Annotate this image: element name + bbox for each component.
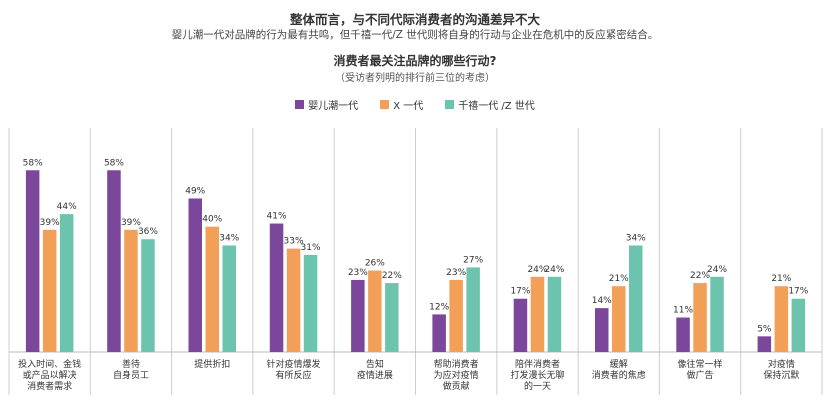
data-label: 22% xyxy=(382,271,402,281)
chart-note: （受访者列明的排行前三位的考虑） xyxy=(335,73,495,84)
data-label: 24% xyxy=(527,265,547,275)
data-label: 21% xyxy=(771,274,791,284)
bar xyxy=(59,214,74,352)
category-label: 帮助消费者 xyxy=(434,358,479,370)
category-label: 疫情进展 xyxy=(357,369,393,381)
category-label: 保持沉默 xyxy=(763,369,799,381)
legend-label: X 一代 xyxy=(393,101,424,112)
category-label: 善待 xyxy=(122,358,140,370)
data-label: 33% xyxy=(284,237,304,247)
category-label: 像往常一样 xyxy=(678,358,723,370)
data-label: 26% xyxy=(365,259,385,269)
legend-item-boomers: 婴儿潮一代 xyxy=(295,97,358,112)
category-label: 做广告 xyxy=(687,369,714,381)
bar xyxy=(466,267,480,352)
legend-item-millennials-gen-z: 千禧一代 /Z 世代 xyxy=(445,97,535,112)
data-label: 21% xyxy=(609,274,629,284)
chart-subtitle: 婴儿潮一代对品牌的行为最有共鸣，但千禧一代/Z 世代则将自身的行动与企业在危机中… xyxy=(171,29,659,41)
data-label: 24% xyxy=(707,265,727,275)
category-label: 或产品以解决 xyxy=(23,369,77,381)
bar xyxy=(303,254,318,352)
data-label: 22% xyxy=(690,271,710,281)
category-label: 提供折扣 xyxy=(194,358,230,370)
bar xyxy=(513,298,528,352)
bar xyxy=(710,276,724,352)
category-label: 对疫情 xyxy=(768,358,795,370)
bar xyxy=(595,308,609,352)
category-label: 投入时间、金钱 xyxy=(18,358,81,370)
data-label: 58% xyxy=(104,158,124,168)
category-label: 陪伴消费者 xyxy=(515,358,560,370)
bar xyxy=(791,298,806,352)
bar xyxy=(188,198,202,352)
category-label: 缓解 xyxy=(610,358,628,370)
data-label: 36% xyxy=(138,227,158,237)
bar xyxy=(629,245,643,352)
bar xyxy=(774,286,789,352)
category-label: 针对疫情爆发 xyxy=(267,358,321,370)
data-label: 17% xyxy=(510,287,530,297)
data-label: 23% xyxy=(446,268,466,278)
legend-swatch xyxy=(380,100,390,109)
bar xyxy=(385,283,399,352)
legend-item-gen-x: X 一代 xyxy=(380,97,423,112)
data-label: 44% xyxy=(57,202,77,212)
chart-title: 整体而言，与不同代际消费者的沟通差异不大 xyxy=(289,12,540,27)
category-label: 告知 xyxy=(366,358,384,370)
bar xyxy=(757,336,772,352)
bar xyxy=(205,226,219,352)
bar xyxy=(449,279,463,352)
data-label: 58% xyxy=(23,158,43,168)
data-label: 39% xyxy=(121,218,141,228)
bar xyxy=(351,279,365,352)
data-label: 49% xyxy=(185,186,205,196)
bar xyxy=(222,245,236,352)
category-label: 消费者的焦虑 xyxy=(592,369,646,381)
legend-swatch xyxy=(295,100,305,109)
category-label: 有所反应 xyxy=(276,369,312,381)
data-label: 41% xyxy=(267,212,287,222)
legend-label: 婴儿潮一代 xyxy=(308,101,359,112)
data-label: 40% xyxy=(202,215,222,225)
bar xyxy=(432,314,446,352)
bar xyxy=(25,170,40,352)
data-label: 24% xyxy=(544,265,564,275)
category-label: 的一天 xyxy=(524,380,551,392)
bar xyxy=(107,170,121,352)
legend: 婴儿潮一代 X 一代 千禧一代 /Z 世代 xyxy=(0,97,830,112)
category-label: 为应对疫情 xyxy=(434,369,479,381)
data-label: 17% xyxy=(788,287,808,297)
bar xyxy=(693,283,707,352)
bar xyxy=(124,229,138,352)
bar xyxy=(547,276,562,352)
category-label: 消费者需求 xyxy=(27,380,72,392)
bar xyxy=(612,286,626,352)
bar xyxy=(368,270,382,352)
bar xyxy=(141,239,155,352)
bar xyxy=(676,317,690,352)
legend-label: 千禧一代 /Z 世代 xyxy=(458,101,535,112)
data-label: 23% xyxy=(348,268,368,278)
category-label: 自身员工 xyxy=(113,369,149,381)
data-label: 27% xyxy=(463,255,483,265)
data-label: 34% xyxy=(626,233,646,243)
data-label: 34% xyxy=(219,233,239,243)
data-label: 39% xyxy=(40,218,60,228)
data-label: 14% xyxy=(592,296,612,306)
bar xyxy=(42,229,57,352)
data-label: 31% xyxy=(301,243,321,253)
data-label: 5% xyxy=(757,324,772,334)
bar xyxy=(286,248,301,352)
data-label: 11% xyxy=(673,306,693,316)
category-label: 做贡献 xyxy=(443,380,470,392)
bar xyxy=(530,276,545,352)
data-label: 12% xyxy=(429,302,449,312)
bar xyxy=(269,223,284,352)
chart-question: 消费者最关注品牌的哪些行动? xyxy=(333,54,497,68)
category-label: 打发漫长无聊 xyxy=(510,369,564,381)
legend-swatch xyxy=(445,100,455,109)
